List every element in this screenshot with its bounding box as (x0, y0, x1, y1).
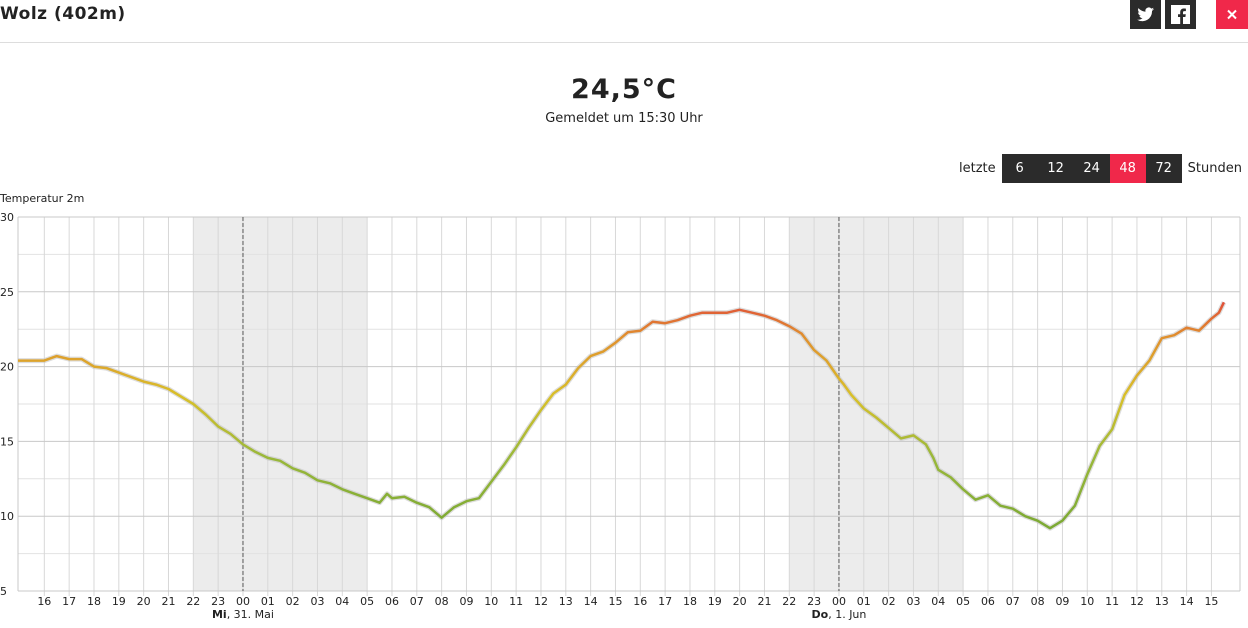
x-tick-label: 21 (161, 595, 175, 608)
x-tick-label: 15 (608, 595, 622, 608)
x-tick-label: 19 (708, 595, 722, 608)
day-label: Mi, 31. Mai (212, 608, 274, 621)
x-tick-label: 02 (286, 595, 300, 608)
x-tick-label: 16 (37, 595, 51, 608)
range-button[interactable]: 24 (1073, 154, 1110, 183)
day-date: , 31. Mai (227, 608, 274, 621)
x-tick-label: 03 (906, 595, 920, 608)
x-tick-label: 07 (1006, 595, 1020, 608)
x-tick-label: 01 (857, 595, 871, 608)
x-tick-label: 13 (559, 595, 573, 608)
x-tick-label: 15 (1204, 595, 1218, 608)
y-tick-label: 30 (0, 211, 14, 224)
x-tick-label: 14 (584, 595, 598, 608)
day-date: , 1. Jun (828, 608, 866, 621)
x-tick-label: 05 (360, 595, 374, 608)
x-tick-label: 08 (1031, 595, 1045, 608)
x-tick-label: 09 (1055, 595, 1069, 608)
day-name: Mi (212, 608, 227, 621)
y-tick-label: 15 (0, 435, 14, 448)
x-tick-label: 17 (62, 595, 76, 608)
station-title: Wolz (402m) (0, 4, 126, 24)
x-tick-label: 11 (509, 595, 523, 608)
x-tick-label: 22 (782, 595, 796, 608)
x-tick-label: 21 (757, 595, 771, 608)
current-temperature: 24,5°C (571, 74, 677, 105)
x-tick-label: 04 (931, 595, 945, 608)
x-tick-label: 05 (956, 595, 970, 608)
x-tick-label: 12 (1130, 595, 1144, 608)
close-button[interactable] (1216, 0, 1248, 29)
x-tick-label: 10 (1080, 595, 1094, 608)
header: Wolz (402m) (0, 0, 1248, 43)
x-tick-label: 18 (683, 595, 697, 608)
x-tick-label: 02 (882, 595, 896, 608)
range-button[interactable]: 72 (1145, 154, 1182, 183)
x-tick-label: 00 (236, 595, 250, 608)
chart: Temperatur 2m 16 17 18 19 20 21 22 23 00 01 02 03 04… (0, 192, 1241, 621)
temperature-line (18, 301, 1226, 530)
y-tick-label: 25 (0, 286, 14, 299)
range-suffix: Stunden (1187, 161, 1242, 176)
range-button[interactable]: 12 (1037, 154, 1074, 183)
x-tick-label: 03 (310, 595, 324, 608)
x-tick-label: 23 (211, 595, 225, 608)
range-button[interactable]: 6 (1001, 154, 1038, 183)
x-tick-label: 00 (832, 595, 846, 608)
x-tick-label: 19 (112, 595, 126, 608)
y-tick-label: 20 (0, 361, 14, 374)
day-label: Do, 1. Jun (812, 608, 867, 621)
y-tick-label: 5 (0, 585, 7, 598)
x-tick-label: 07 (410, 595, 424, 608)
x-tick-label: 23 (807, 595, 821, 608)
range-selector: letzte 6 12 24 48 72 Stunden (953, 154, 1248, 183)
facebook-button[interactable] (1165, 0, 1196, 29)
report-time: Gemeldet um 15:30 Uhr (545, 111, 703, 126)
y-tick-label: 10 (0, 510, 14, 523)
x-tick-label: 01 (261, 595, 275, 608)
range-prefix: letzte (959, 161, 996, 176)
chart-title: Temperatur 2m (0, 192, 84, 205)
x-tick-label: 04 (335, 595, 349, 608)
twitter-button[interactable] (1130, 0, 1161, 29)
x-tick-label: 18 (87, 595, 101, 608)
x-tick-label: 09 (459, 595, 473, 608)
x-tick-label: 12 (534, 595, 548, 608)
x-tick-label: 06 (981, 595, 995, 608)
x-tick-label: 22 (186, 595, 200, 608)
day-name: Do (812, 608, 829, 621)
x-tick-label: 13 (1155, 595, 1169, 608)
x-tick-label: 20 (137, 595, 151, 608)
x-tick-label: 08 (435, 595, 449, 608)
x-tick-label: 20 (733, 595, 747, 608)
x-tick-label: 11 (1105, 595, 1119, 608)
x-tick-label: 06 (385, 595, 399, 608)
x-tick-label: 16 (633, 595, 647, 608)
range-button[interactable]: 48 (1109, 154, 1146, 183)
x-tick-label: 17 (658, 595, 672, 608)
x-tick-label: 14 (1180, 595, 1194, 608)
x-tick-label: 10 (484, 595, 498, 608)
